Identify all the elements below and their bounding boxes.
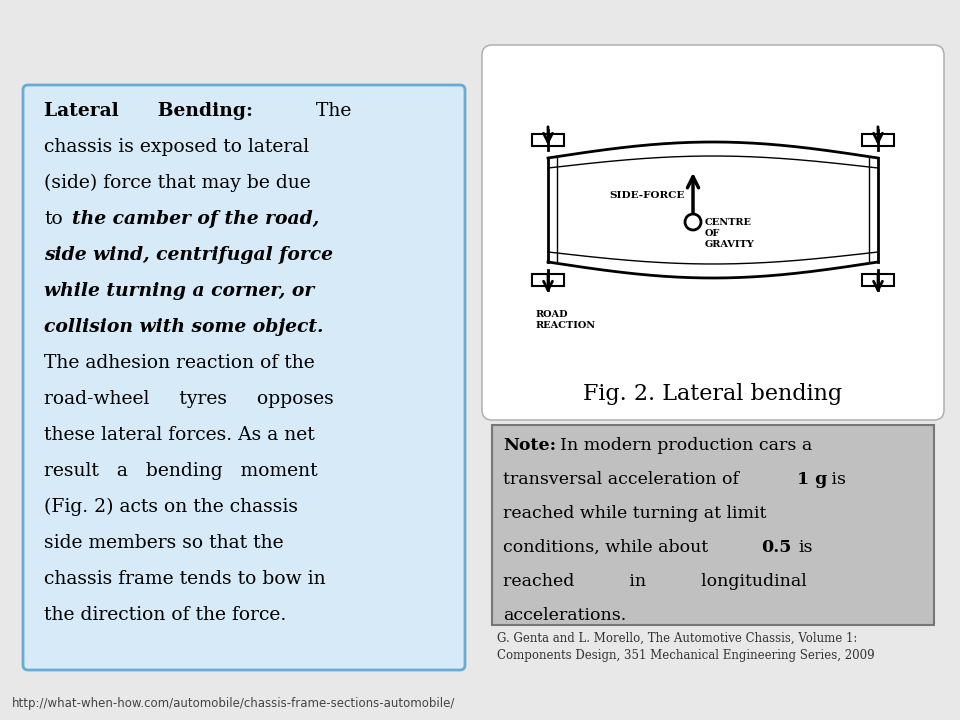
Text: The: The bbox=[292, 102, 351, 120]
Text: side wind, centrifugal force: side wind, centrifugal force bbox=[44, 246, 333, 264]
Text: is: is bbox=[826, 471, 846, 488]
Text: reached while turning at limit: reached while turning at limit bbox=[503, 505, 766, 522]
Bar bbox=[532, 274, 564, 286]
Bar bbox=[862, 134, 894, 146]
Text: transversal acceleration of: transversal acceleration of bbox=[503, 471, 745, 488]
Text: (Fig. 2) acts on the chassis: (Fig. 2) acts on the chassis bbox=[44, 498, 298, 516]
Text: the direction of the force.: the direction of the force. bbox=[44, 606, 286, 624]
Text: chassis is exposed to lateral: chassis is exposed to lateral bbox=[44, 138, 309, 156]
FancyBboxPatch shape bbox=[482, 45, 944, 420]
Text: reached          in          longitudinal: reached in longitudinal bbox=[503, 573, 806, 590]
Text: conditions, while about: conditions, while about bbox=[503, 539, 708, 556]
Text: Note:: Note: bbox=[503, 437, 556, 454]
Bar bbox=[862, 274, 894, 286]
Text: while turning a corner, or: while turning a corner, or bbox=[44, 282, 314, 300]
Text: 0.5: 0.5 bbox=[761, 539, 791, 556]
Text: Lateral      Bending:: Lateral Bending: bbox=[44, 102, 253, 120]
Text: result   a   bending   moment: result a bending moment bbox=[44, 462, 318, 480]
Text: chassis frame tends to bow in: chassis frame tends to bow in bbox=[44, 570, 325, 588]
Text: these lateral forces. As a net: these lateral forces. As a net bbox=[44, 426, 315, 444]
Circle shape bbox=[685, 214, 701, 230]
Text: In modern production cars a: In modern production cars a bbox=[560, 437, 812, 454]
Text: 1 g: 1 g bbox=[797, 471, 828, 488]
Text: accelerations.: accelerations. bbox=[503, 607, 626, 624]
Bar bbox=[532, 134, 564, 146]
Text: to: to bbox=[44, 210, 62, 228]
Text: (side) force that may be due: (side) force that may be due bbox=[44, 174, 311, 192]
Text: CENTRE
OF
GRAVITY: CENTRE OF GRAVITY bbox=[705, 218, 755, 249]
Text: SIDE-FORCE: SIDE-FORCE bbox=[610, 191, 685, 199]
Text: G. Genta and L. Morello, The Automotive Chassis, Volume 1:
Components Design, 35: G. Genta and L. Morello, The Automotive … bbox=[497, 632, 875, 662]
Text: Fig. 2. Lateral bending: Fig. 2. Lateral bending bbox=[584, 383, 843, 405]
Text: the camber of the road,: the camber of the road, bbox=[72, 210, 320, 228]
Text: side members so that the: side members so that the bbox=[44, 534, 283, 552]
FancyBboxPatch shape bbox=[492, 425, 934, 625]
Text: http://what-when-how.com/automobile/chassis-frame-sections-automobile/: http://what-when-how.com/automobile/chas… bbox=[12, 697, 455, 710]
Text: The adhesion reaction of the: The adhesion reaction of the bbox=[44, 354, 315, 372]
Text: road-wheel     tyres     opposes: road-wheel tyres opposes bbox=[44, 390, 334, 408]
FancyBboxPatch shape bbox=[23, 85, 465, 670]
Text: collision with some object.: collision with some object. bbox=[44, 318, 324, 336]
Text: is: is bbox=[798, 539, 812, 556]
Text: ROAD
REACTION: ROAD REACTION bbox=[536, 310, 596, 330]
